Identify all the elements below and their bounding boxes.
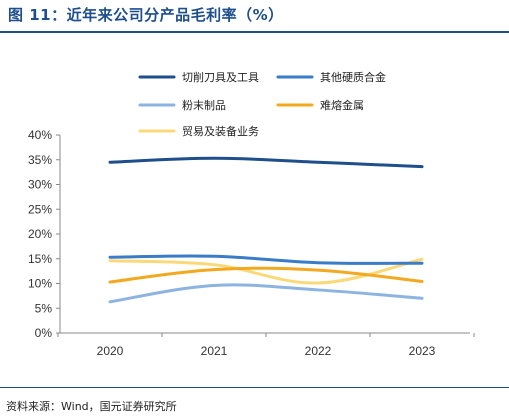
series-line-4 (108, 266, 424, 284)
y-tick-label: 25% (28, 202, 52, 216)
bottom-rule (0, 387, 509, 388)
legend-label-5: 贸易及装备业务 (182, 124, 259, 138)
series-line-1 (108, 156, 424, 169)
y-tick-label: 10% (28, 277, 52, 291)
series-lines (108, 156, 424, 304)
y-tick-label: 30% (28, 178, 52, 192)
legend-label-2: 其他硬质合金 (320, 70, 386, 84)
x-tick-label: 2020 (97, 344, 124, 358)
y-tick-label: 20% (28, 227, 52, 241)
legend-label-1: 切削刀具及工具 (182, 70, 259, 84)
source-note: 资料来源：Wind，国元证券研究所 (6, 400, 177, 413)
title-rule (0, 31, 509, 33)
series-line-2 (108, 254, 424, 265)
y-tick-label: 15% (28, 252, 52, 266)
legend-label-3: 粉末制品 (182, 98, 226, 112)
x-tick-label: 2021 (201, 344, 228, 358)
y-tick-label: 0% (35, 326, 53, 340)
y-tick-label: 40% (28, 128, 52, 142)
axes: 0% 5% 10% 15% 20% 25% 30% 35% 40% 2020 2021 2022 202… (28, 128, 475, 358)
x-tick-label: 2023 (409, 344, 436, 358)
x-tick-label: 2022 (305, 344, 332, 358)
series-line-3 (108, 283, 424, 304)
figure-title: 图 11：近年来公司分产品毛利率（%） (8, 6, 284, 24)
series-line-5 (108, 257, 424, 285)
y-tick-label: 5% (35, 301, 53, 315)
legend-label-4: 难熔金属 (320, 98, 364, 112)
y-tick-label: 35% (28, 153, 52, 167)
